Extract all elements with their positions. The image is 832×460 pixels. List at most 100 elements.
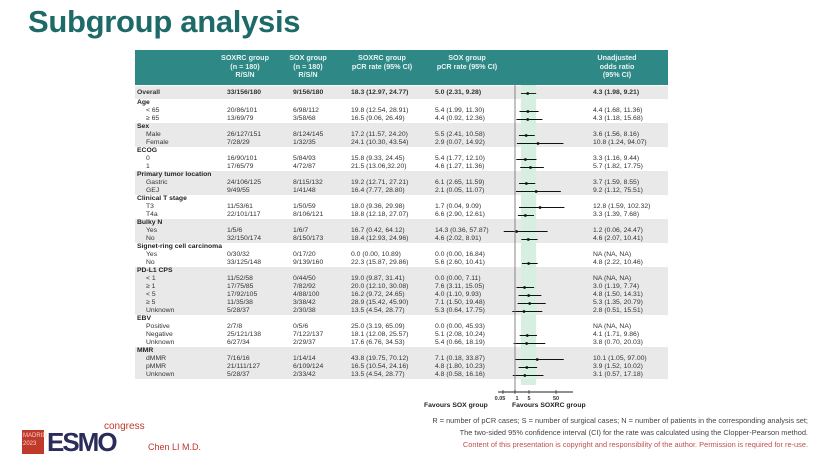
sox-rsn-cell: 0/5/6: [293, 323, 309, 330]
or-point: [528, 302, 532, 305]
or-point: [523, 158, 527, 161]
sox-pcr-rate-cell: 4.8 (1.80, 10.23): [435, 363, 485, 370]
odds-ratio-cell: 10.1 (1.05, 97.00): [593, 355, 647, 362]
row-band: [135, 99, 668, 123]
row-label: 1: [146, 163, 150, 170]
row-label: Unknown: [146, 307, 175, 314]
subgroup-heading: Signet-ring cell carcinoma: [137, 243, 222, 250]
soxrc-rsn-cell: 7/28/29: [227, 139, 250, 146]
soxrc-rsn-cell: 20/86/101: [227, 107, 258, 114]
row-label: < 5: [146, 291, 156, 298]
or-point: [535, 358, 539, 361]
subgroup-heading: Primary tumor location: [137, 171, 212, 178]
odds-ratio-cell: NA (NA, NA): [593, 251, 632, 258]
sox-rsn-cell: 3/58/68: [293, 115, 316, 122]
sox-pcr-rate-cell: 6.6 (2.90, 12.61): [435, 211, 485, 218]
sox-rsn-cell: 9/156/180: [293, 89, 324, 96]
sox-pcr-rate-cell: 6.1 (2.65, 11.59): [435, 179, 485, 186]
x-tick-label: 0.05: [495, 396, 506, 402]
or-point: [523, 374, 527, 377]
odds-ratio-cell: 3.3 (1.39, 7.68): [593, 211, 640, 218]
or-point: [525, 334, 529, 337]
logo-year: 2023: [23, 441, 37, 447]
odds-ratio-cell: 3.3 (1.16, 9.44): [593, 155, 640, 162]
sox-pcr-rate-cell: 4.8 (0.58, 16.16): [435, 371, 485, 378]
sox-rsn-cell: 8/106/121: [293, 211, 324, 218]
logo-city: MADRID: [23, 433, 47, 439]
soxrc-rsn-cell: 17/65/79: [227, 163, 254, 170]
x-tick-label: 5: [527, 396, 530, 402]
row-band: [135, 347, 668, 379]
header-soxrc-rsn: SOXRC group (n = 180) R/S/N: [221, 53, 269, 80]
sox-rsn-cell: 4/88/100: [293, 291, 320, 298]
odds-ratio-cell: 5.3 (1.35, 20.79): [593, 299, 643, 306]
or-point: [527, 262, 531, 265]
sox-pcr-rate-cell: 5.4 (0.66, 18.19): [435, 339, 485, 346]
or-point: [515, 230, 518, 233]
row-label: T4a: [146, 211, 158, 218]
subgroup-heading: EBV: [137, 315, 151, 322]
sox-pcr-rate-cell: 5.0 (2.31, 9.28): [435, 89, 482, 96]
sox-rsn-cell: 8/124/145: [293, 131, 324, 138]
soxrc-rsn-cell: 9/49/55: [227, 187, 250, 194]
sox-pcr-rate-cell: 7.6 (3.11, 15.05): [435, 283, 485, 290]
soxrc-rsn-cell: 33/156/180: [227, 89, 262, 96]
soxrc-pcr-rate-cell: 16.5 (9.06, 26.49): [351, 115, 405, 122]
or-point: [534, 190, 538, 193]
odds-ratio-cell: 4.8 (2.22, 10.46): [593, 259, 643, 266]
footnote-ci-method: The two-sided 95% confidence interval (C…: [459, 428, 808, 437]
sox-rsn-cell: 8/150/173: [293, 235, 324, 242]
sox-rsn-cell: 2/30/38: [293, 307, 316, 314]
soxrc-pcr-rate-cell: 18.8 (12.18, 27.07): [351, 211, 409, 218]
odds-ratio-cell: 3.1 (0.57, 17.18): [593, 371, 643, 378]
soxrc-rsn-cell: 32/150/174: [227, 235, 262, 242]
or-point: [526, 118, 530, 121]
odds-ratio-cell: NA (NA, NA): [593, 323, 632, 330]
odds-ratio-cell: 10.8 (1.24, 94.07): [593, 139, 647, 146]
or-point: [526, 238, 530, 241]
row-band: [135, 171, 668, 195]
soxrc-rsn-cell: 2/7/8: [227, 323, 243, 330]
odds-ratio-cell: 4.4 (1.68, 11.36): [593, 107, 643, 114]
odds-ratio-cell: 3.7 (1.59, 8.55): [593, 179, 640, 186]
subgroup-heading: Clinical T stage: [137, 195, 187, 202]
subgroup-heading: Sex: [137, 123, 150, 130]
odds-ratio-cell: 1.2 (0.06, 24.47): [593, 227, 643, 234]
sox-rsn-cell: 4/72/87: [293, 163, 316, 170]
row-band: [135, 315, 668, 347]
soxrc-rsn-cell: 6/27/34: [227, 339, 250, 346]
soxrc-pcr-rate-cell: 16.2 (9.72, 24.65): [351, 291, 405, 298]
soxrc-rsn-cell: 21/111/127: [227, 363, 261, 370]
row-label: Negative: [146, 331, 173, 338]
row-label: Female: [146, 139, 169, 146]
sox-pcr-rate-cell: 4.6 (1.27, 11.36): [435, 163, 485, 170]
row-band: [135, 147, 668, 171]
row-band: [135, 123, 668, 147]
sox-pcr-rate-cell: 14.3 (0.36, 57.87): [435, 227, 489, 234]
row-label: No: [146, 235, 155, 242]
subgroup-heading: ECOG: [137, 147, 158, 154]
soxrc-pcr-rate-cell: 16.4 (7.77, 28.80): [351, 187, 405, 194]
soxrc-pcr-rate-cell: 18.4 (12.93, 24.96): [351, 235, 409, 242]
soxrc-pcr-rate-cell: 24.1 (10.30, 43.54): [351, 139, 409, 146]
or-point: [525, 342, 529, 345]
subgroup-heading: Bulky N: [137, 219, 163, 226]
soxrc-rsn-cell: 13/69/79: [227, 115, 254, 122]
sox-rsn-cell: 1/14/14: [293, 355, 316, 362]
sox-rsn-cell: 7/82/92: [293, 283, 316, 290]
sox-pcr-rate-cell: 4.0 (1.10, 9.93): [435, 291, 482, 298]
sox-pcr-rate-cell: 2.1 (0.05, 11.07): [435, 187, 485, 194]
row-label: ≥ 65: [146, 115, 160, 122]
odds-ratio-cell: 3.0 (1.19, 7.74): [593, 283, 640, 290]
soxrc-rsn-cell: 17/75/85: [227, 283, 254, 290]
favours-right-label: Favours SOXRC group: [512, 402, 586, 409]
or-point: [536, 142, 540, 145]
sox-pcr-rate-cell: 7.1 (0.18, 33.87): [435, 355, 485, 362]
soxrc-rsn-cell: 5/28/37: [227, 371, 250, 378]
overall-ci-band: [520, 85, 537, 385]
sox-pcr-rate-cell: 0.0 (0.00, 16.84): [435, 251, 485, 258]
row-band: [135, 219, 668, 243]
soxrc-rsn-cell: 1/5/6: [227, 227, 243, 234]
sox-rsn-cell: 0/44/50: [293, 275, 316, 282]
